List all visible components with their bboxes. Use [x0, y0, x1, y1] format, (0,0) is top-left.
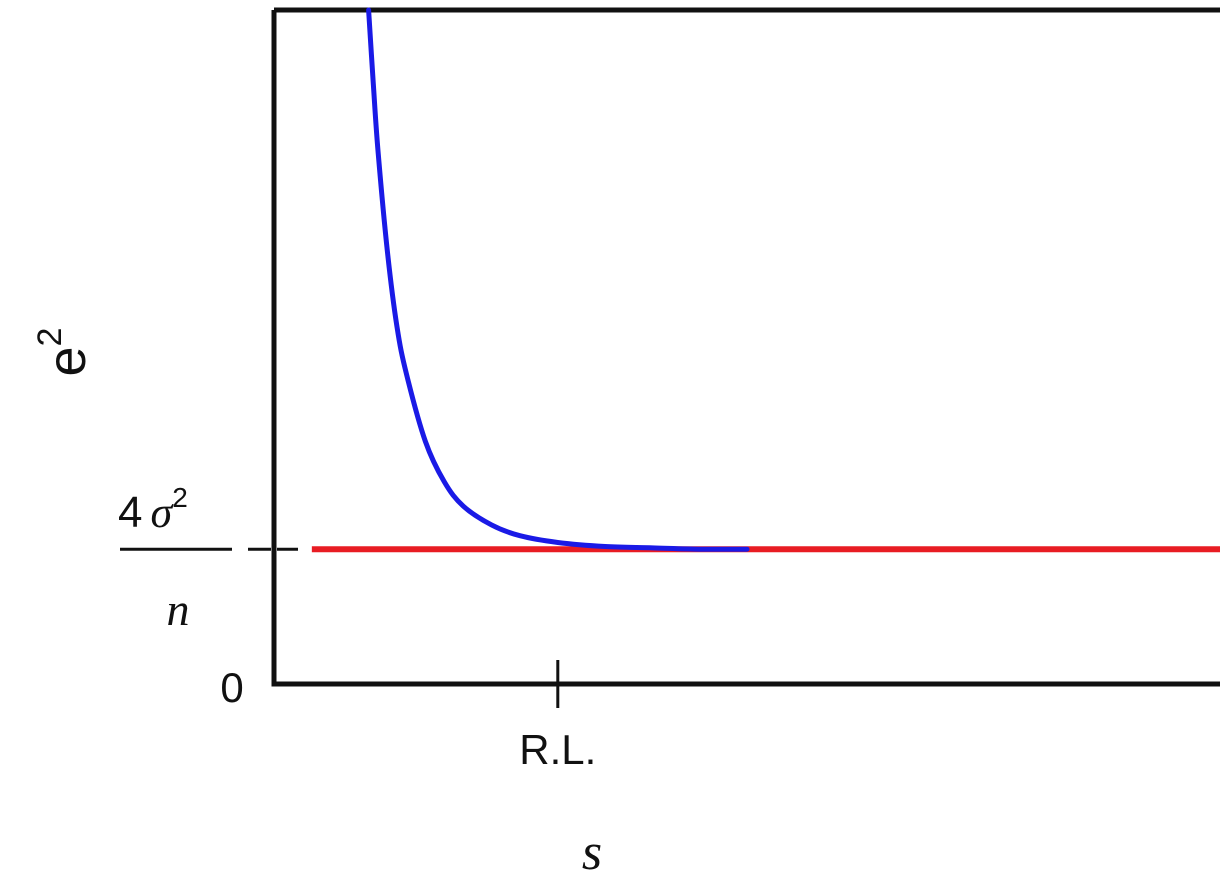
- x-axis-label: s: [582, 824, 602, 879]
- variance-fraction: 4 σ2 n: [118, 482, 232, 635]
- y-axis-label-superscript: 2: [31, 328, 69, 347]
- axes-frame: [271, 7, 1220, 687]
- y-axis-label: e2: [31, 328, 97, 377]
- y-tick-label-zero: 0: [220, 664, 243, 711]
- plot-area: [274, 10, 1220, 684]
- variance-denominator: n: [167, 584, 190, 635]
- variance-numerator: 4 σ2: [118, 482, 188, 537]
- series-blue-curve: [366, 7, 750, 552]
- y-axis-label-base: e: [37, 346, 97, 376]
- sigma-superscript: 2: [172, 482, 188, 513]
- sigma-symbol: σ: [150, 488, 174, 537]
- x-tick-label: R.L.: [519, 726, 596, 773]
- variance-coefficient: 4: [118, 488, 142, 537]
- chart-marks: R.L.: [248, 7, 1220, 773]
